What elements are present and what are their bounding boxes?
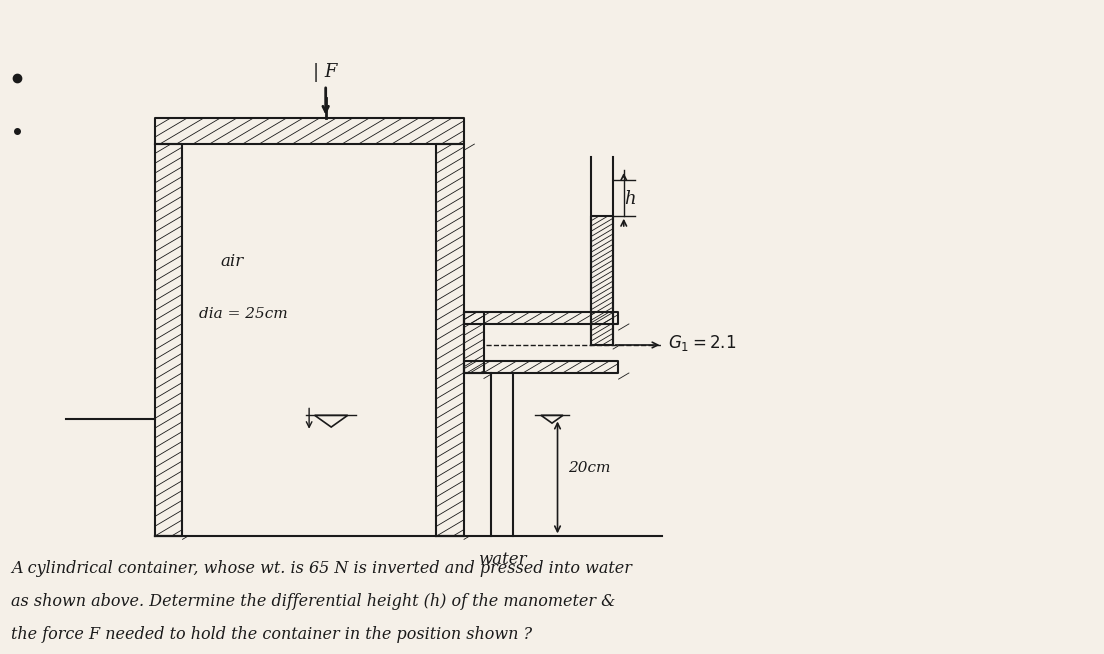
- Text: dia = 25cm: dia = 25cm: [199, 307, 287, 321]
- Text: h: h: [624, 190, 636, 209]
- Text: the force F needed to hold the container in the position shown ?: the force F needed to hold the container…: [11, 626, 532, 643]
- Text: air: air: [220, 253, 244, 270]
- Text: $G_1=2.1$: $G_1=2.1$: [668, 334, 736, 353]
- Text: water: water: [478, 551, 527, 568]
- Text: as shown above. Determine the differential height (h) of the manometer &: as shown above. Determine the differenti…: [11, 593, 615, 610]
- Text: A cylindrical container, whose wt. is 65 N is inverted and pressed into water: A cylindrical container, whose wt. is 65…: [11, 560, 631, 577]
- Text: | F: | F: [314, 63, 338, 82]
- Text: 20cm: 20cm: [569, 460, 611, 475]
